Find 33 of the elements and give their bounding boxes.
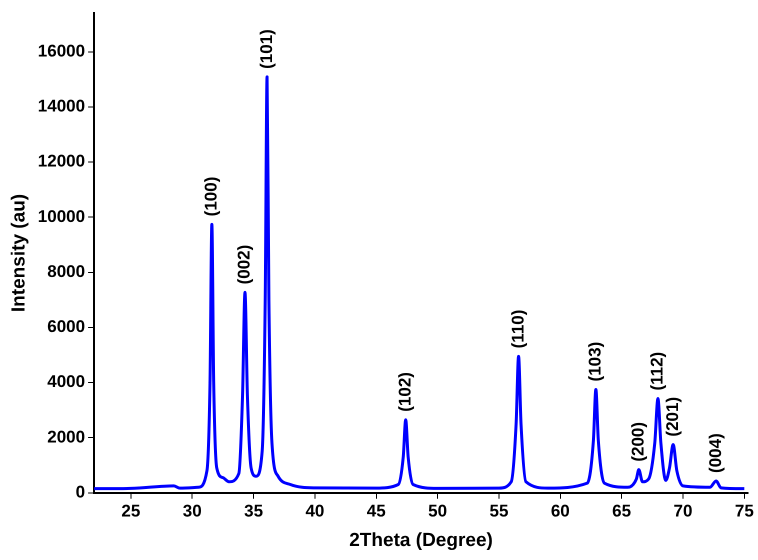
x-tick-label: 50 — [428, 502, 448, 521]
annotation: (103) — [586, 342, 605, 382]
y-tick-label: 12000 — [38, 152, 86, 171]
x-tick-label: 55 — [489, 502, 508, 521]
y-axis-title: Intensity (au) — [8, 194, 30, 312]
x-tick-label: 75 — [734, 502, 754, 521]
x-tick-label: 35 — [244, 502, 264, 521]
annotation: (004) — [706, 433, 725, 473]
annotation: (112) — [648, 352, 667, 391]
annotation: (002) — [234, 244, 254, 284]
y-tick-label: 6000 — [47, 317, 86, 336]
y-tick-label: 14000 — [38, 96, 86, 116]
y-tick-label: 10000 — [38, 206, 86, 226]
x-tick-label: 30 — [182, 502, 202, 521]
annotation: (110) — [508, 310, 528, 348]
x-tick-label: 25 — [121, 502, 140, 521]
x-tick-label: 60 — [550, 502, 570, 521]
annotation: (102) — [395, 372, 414, 412]
line-series — [94, 75, 746, 490]
y-tick-label: 0 — [76, 482, 86, 502]
x-tick-label: 40 — [305, 502, 324, 521]
annotation: (101) — [256, 29, 276, 69]
annotation: (100) — [202, 176, 221, 216]
y-tick-label: 8000 — [47, 262, 86, 281]
x-tick-label: 65 — [612, 502, 632, 521]
y-tick-label: 4000 — [47, 372, 86, 392]
annotation: (201) — [662, 396, 682, 437]
x-tick-label: 70 — [674, 502, 692, 521]
x-axis-title: 2Theta (Degree) — [349, 530, 493, 551]
x-tick-label: 45 — [366, 502, 386, 521]
annotation: (200) — [628, 422, 648, 462]
y-tick-label: 2000 — [47, 427, 86, 446]
y-tick-label: 16000 — [38, 41, 86, 60]
